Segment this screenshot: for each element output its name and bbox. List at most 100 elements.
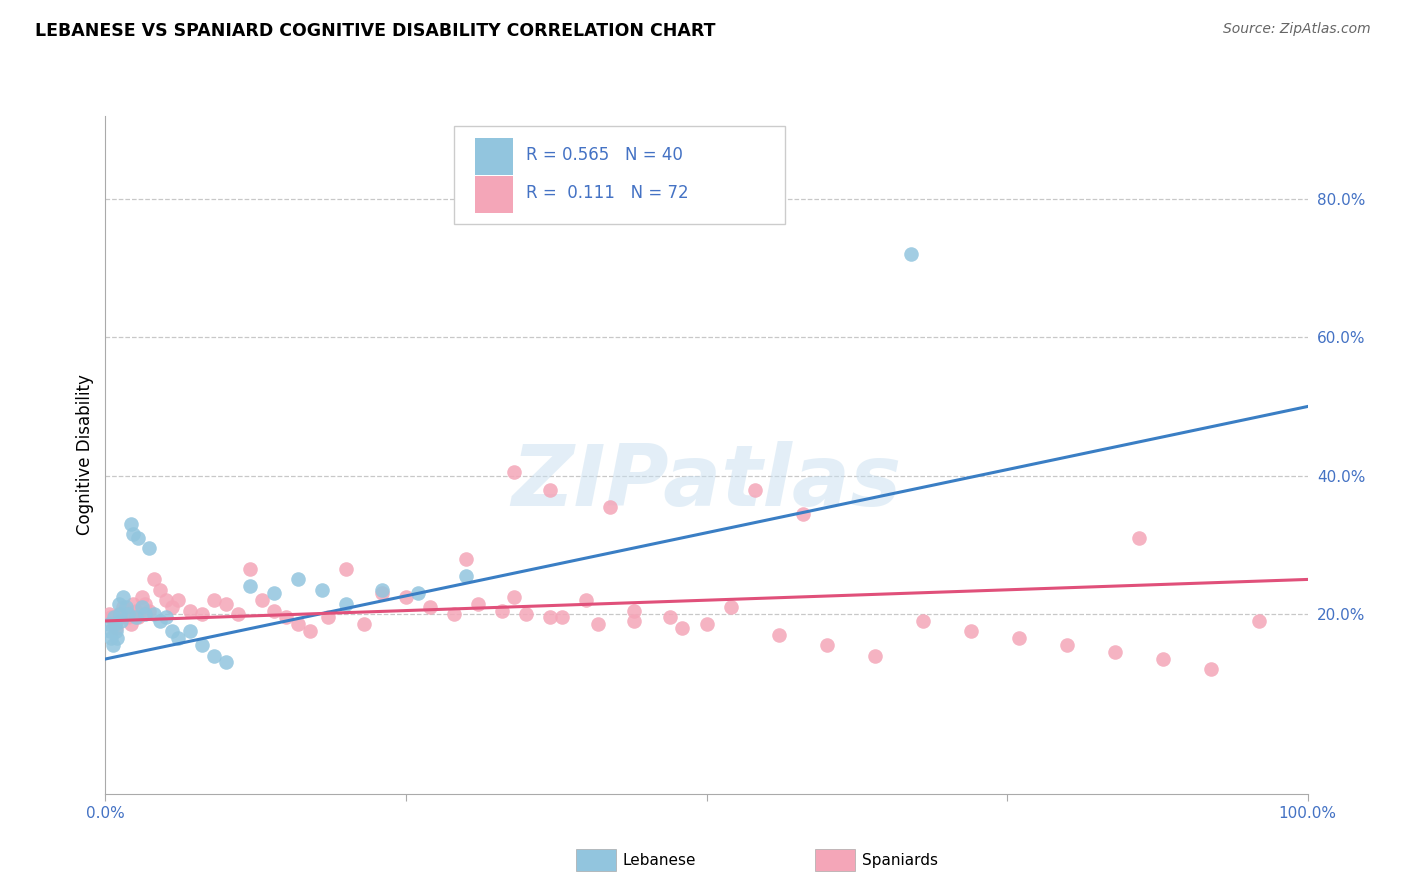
Point [371, 586, 394, 600]
Point [214, 597, 236, 611]
Point [406, 586, 429, 600]
Point [98, 624, 121, 639]
Point [120, 617, 142, 632]
Point [353, 617, 375, 632]
Point [335, 597, 357, 611]
Point [160, 600, 183, 615]
Point [588, 617, 610, 632]
Point [107, 597, 129, 611]
Point [551, 610, 574, 624]
Point [98, 607, 121, 621]
Point [287, 573, 309, 587]
Point [467, 597, 489, 611]
Point [239, 579, 262, 593]
Point [311, 582, 333, 597]
Point [100, 610, 122, 624]
Point [503, 465, 526, 479]
Point [190, 638, 212, 652]
Point [214, 656, 236, 670]
Point [166, 593, 188, 607]
Point [115, 607, 138, 621]
Point [744, 483, 766, 497]
Point [659, 610, 682, 624]
Point [287, 617, 309, 632]
Point [599, 500, 621, 514]
Point [792, 507, 814, 521]
Point [1008, 632, 1031, 646]
Point [1056, 638, 1078, 652]
Point [371, 582, 394, 597]
Y-axis label: Cognitive Disability: Cognitive Disability [76, 375, 94, 535]
Point [1152, 652, 1174, 666]
Point [110, 610, 132, 624]
Point [419, 600, 441, 615]
Point [1201, 662, 1223, 676]
Point [190, 607, 212, 621]
Point [105, 624, 128, 639]
Point [138, 603, 160, 617]
Point [155, 610, 177, 624]
Point [148, 582, 170, 597]
Point [1104, 645, 1126, 659]
Point [122, 597, 145, 611]
Point [104, 617, 127, 632]
Point [101, 638, 124, 652]
Text: LEBANESE VS SPANIARD COGNITIVE DISABILITY CORRELATION CHART: LEBANESE VS SPANIARD COGNITIVE DISABILIT… [35, 22, 716, 40]
Point [179, 624, 201, 639]
FancyBboxPatch shape [454, 126, 785, 225]
Point [960, 624, 983, 639]
Point [108, 607, 131, 621]
Point [142, 607, 165, 621]
Bar [474, 176, 513, 213]
Point [1128, 531, 1150, 545]
Point [395, 590, 418, 604]
Text: Lebanese: Lebanese [623, 854, 696, 868]
Point [148, 614, 170, 628]
Point [515, 607, 537, 621]
Text: R =  0.111   N = 72: R = 0.111 N = 72 [526, 184, 689, 202]
Point [134, 597, 156, 611]
Point [142, 573, 165, 587]
Point [815, 638, 838, 652]
Text: ZIPatlas: ZIPatlas [512, 441, 901, 524]
Point [202, 648, 225, 663]
Point [911, 614, 934, 628]
Point [160, 624, 183, 639]
Point [127, 610, 149, 624]
Point [134, 607, 156, 621]
Point [131, 590, 153, 604]
Point [105, 621, 128, 635]
Text: R = 0.565   N = 40: R = 0.565 N = 40 [526, 145, 683, 163]
Point [179, 603, 201, 617]
Point [115, 600, 138, 615]
Point [98, 617, 121, 632]
Point [316, 610, 339, 624]
Point [117, 610, 139, 624]
Point [454, 569, 477, 583]
Point [127, 531, 149, 545]
Point [768, 628, 790, 642]
Point [263, 603, 285, 617]
Point [202, 593, 225, 607]
Point [454, 551, 477, 566]
Point [117, 607, 139, 621]
Point [239, 562, 262, 576]
Point [538, 610, 561, 624]
Point [900, 247, 922, 261]
Point [720, 600, 742, 615]
Bar [474, 137, 513, 175]
Text: Source: ZipAtlas.com: Source: ZipAtlas.com [1223, 22, 1371, 37]
Point [623, 603, 645, 617]
Point [124, 603, 146, 617]
Point [335, 562, 357, 576]
Point [110, 614, 132, 628]
Point [863, 648, 886, 663]
Point [122, 527, 145, 541]
Point [671, 621, 693, 635]
Point [138, 541, 160, 556]
Point [274, 610, 297, 624]
Point [166, 632, 188, 646]
Point [107, 607, 129, 621]
Point [155, 593, 177, 607]
Point [131, 600, 153, 615]
